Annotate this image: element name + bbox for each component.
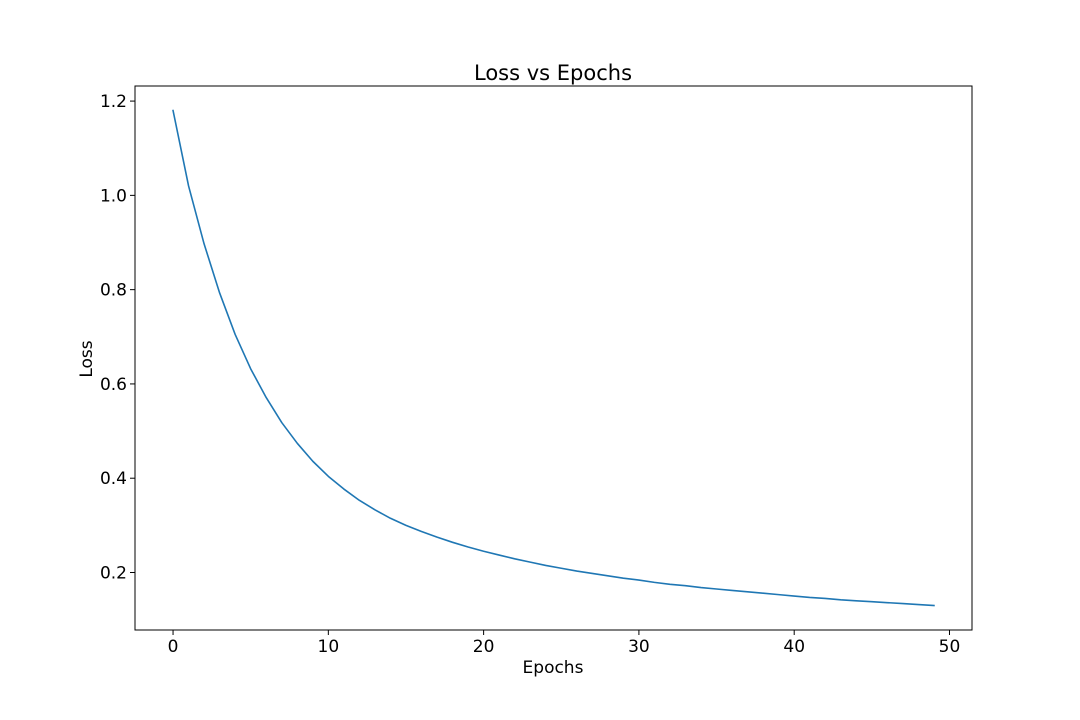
y-tick-label-2: 0.6 (100, 375, 127, 395)
x-tick-label-0: 0 (168, 637, 179, 657)
y-tick-label-0: 0.2 (100, 563, 127, 583)
y-tick-label-5: 1.2 (100, 92, 127, 112)
x-tick-label-2: 20 (473, 637, 495, 657)
plot-area: 0 10 20 30 40 50 0.2 0.4 0.6 0.8 1.0 1.2 (100, 85, 973, 657)
series-line-0 (172, 109, 935, 607)
x-tick-label-3: 30 (628, 637, 650, 657)
y-axis-label: Loss (77, 340, 97, 377)
x-tick-label-4: 40 (783, 637, 805, 657)
x-tick-label-5: 50 (939, 637, 961, 657)
chart-title: Loss vs Epochs (474, 61, 632, 85)
x-tick-label-1: 10 (318, 637, 340, 657)
plot-frame (134, 85, 973, 631)
y-tick-label-1: 0.4 (100, 469, 127, 489)
y-tick-label-4: 1.0 (100, 186, 127, 206)
x-axis-label: Epochs (523, 658, 584, 678)
y-tick-label-3: 0.8 (100, 281, 127, 301)
